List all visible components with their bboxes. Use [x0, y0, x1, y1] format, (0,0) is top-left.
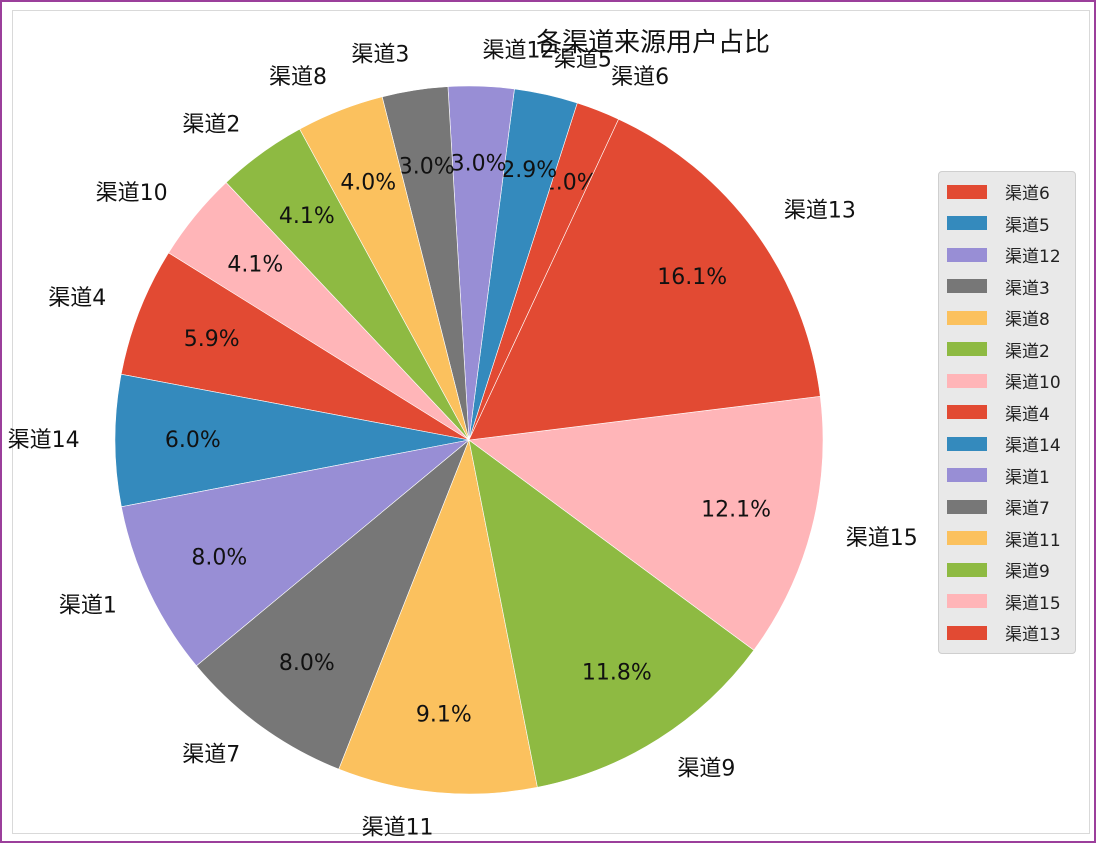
- legend-item: 渠道10: [939, 365, 1075, 397]
- legend-item: 渠道12: [939, 239, 1075, 271]
- legend-label: 渠道8: [1005, 310, 1050, 331]
- slice-percent-label: 5.9%: [184, 327, 240, 352]
- legend-label: 渠道4: [1005, 404, 1050, 425]
- legend-item: 渠道6: [939, 176, 1075, 208]
- legend-label: 渠道11: [1005, 530, 1061, 551]
- legend-label: 渠道5: [1005, 215, 1050, 236]
- pie-slice: [121, 439, 470, 667]
- pie-slice: [114, 373, 470, 508]
- legend-swatch: [947, 373, 987, 388]
- legend-swatch: [947, 184, 987, 199]
- slice-percent-label: 6.0%: [165, 428, 221, 453]
- legend-item: 渠道3: [939, 271, 1075, 303]
- slice-category-label: 渠道7: [182, 743, 240, 768]
- chart-title: 各渠道来源用户占比: [536, 28, 771, 58]
- slice-category-label: 渠道10: [96, 181, 168, 206]
- pie-slice: [338, 438, 538, 795]
- slice-category-label: 渠道2: [182, 112, 240, 137]
- slice-percent-label: 8.0%: [279, 651, 335, 676]
- chart-legend: 渠道6 渠道5 渠道12 渠道3 渠道8 渠道2 渠道10 渠道4 渠道14 渠道1 渠道7 渠道11…: [938, 171, 1076, 654]
- legend-swatch: [947, 499, 987, 514]
- slice-percent-label: 3.0%: [451, 152, 507, 177]
- legend-item: 渠道15: [939, 586, 1075, 618]
- slice-percent-label: 9.1%: [416, 702, 472, 727]
- slice-category-label: 渠道14: [8, 428, 80, 453]
- slice-category-label: 渠道11: [362, 815, 434, 840]
- legend-swatch: [947, 531, 987, 546]
- slice-percent-label: 11.8%: [582, 661, 652, 686]
- legend-swatch: [947, 405, 987, 420]
- pie-slice: [468, 439, 755, 788]
- pie-slice: [468, 395, 824, 651]
- legend-item: 渠道7: [939, 491, 1075, 523]
- legend-swatch: [947, 436, 987, 451]
- slice-percent-label: 4.1%: [279, 204, 335, 229]
- slice-category-label: 渠道1: [59, 594, 117, 619]
- legend-item: 渠道2: [939, 334, 1075, 366]
- legend-swatch: [947, 247, 987, 262]
- pie-slice: [468, 118, 821, 441]
- slice-percent-label: 2.9%: [501, 158, 557, 183]
- slice-category-label: 渠道9: [677, 756, 735, 781]
- legend-label: 渠道13: [1005, 625, 1061, 646]
- legend-item: 渠道14: [939, 428, 1075, 460]
- legend-item: 渠道9: [939, 554, 1075, 586]
- slice-category-label: 渠道13: [784, 198, 856, 223]
- legend-label: 渠道1: [1005, 467, 1050, 488]
- legend-swatch: [947, 468, 987, 483]
- slice-percent-label: 8.0%: [191, 545, 247, 570]
- legend-item: 渠道5: [939, 208, 1075, 240]
- slice-category-label: 渠道3: [351, 43, 409, 68]
- slice-category-label: 渠道5: [554, 47, 612, 72]
- legend-swatch: [947, 594, 987, 609]
- slice-category-label: 渠道6: [611, 65, 669, 90]
- legend-swatch: [947, 310, 987, 325]
- slice-category-label: 渠道12: [482, 38, 554, 63]
- legend-label: 渠道15: [1005, 593, 1061, 614]
- legend-label: 渠道7: [1005, 499, 1050, 520]
- legend-label: 渠道3: [1005, 278, 1050, 299]
- legend-item: 渠道8: [939, 302, 1075, 334]
- slice-category-label: 渠道4: [48, 286, 106, 311]
- legend-label: 渠道14: [1005, 436, 1061, 457]
- legend-swatch: [947, 562, 987, 577]
- legend-label: 渠道9: [1005, 562, 1050, 583]
- pie-slice: [120, 252, 470, 441]
- legend-swatch: [947, 625, 987, 640]
- slice-percent-label: 4.0%: [340, 170, 396, 195]
- legend-swatch: [947, 279, 987, 294]
- slice-percent-label: 4.1%: [227, 253, 283, 278]
- pie-slice: [195, 439, 470, 770]
- legend-label: 渠道2: [1005, 341, 1050, 362]
- legend-label: 渠道6: [1005, 184, 1050, 205]
- legend-swatch: [947, 342, 987, 357]
- legend-swatch: [947, 216, 987, 231]
- legend-item: 渠道13: [939, 617, 1075, 649]
- legend-item: 渠道4: [939, 397, 1075, 429]
- slice-category-label: 渠道15: [846, 526, 918, 551]
- legend-label: 渠道12: [1005, 247, 1061, 268]
- legend-item: 渠道1: [939, 460, 1075, 492]
- slice-percent-label: 16.1%: [657, 265, 727, 290]
- slice-category-label: 渠道8: [269, 65, 327, 90]
- legend-item: 渠道11: [939, 523, 1075, 555]
- slice-percent-label: 12.1%: [701, 497, 771, 522]
- legend-label: 渠道10: [1005, 373, 1061, 394]
- slice-percent-label: 3.0%: [399, 155, 455, 180]
